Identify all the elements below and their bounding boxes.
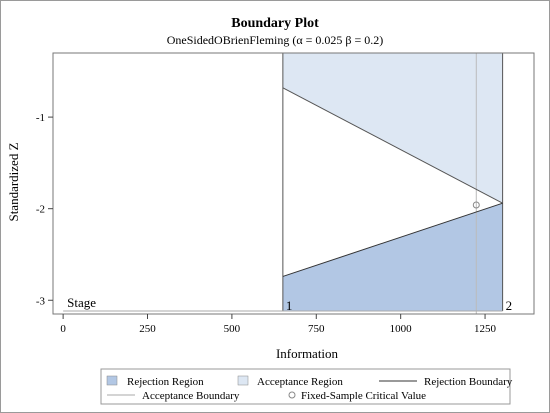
chart-title: Boundary Plot [231, 16, 319, 31]
x-tick-label: 1250 [474, 323, 497, 335]
legend-swatch-2 [237, 375, 249, 386]
legend-label-3: Rejection Boundary [424, 376, 513, 388]
fixed-sample-marker [472, 201, 480, 209]
rejection-region [282, 203, 503, 311]
legend: Rejection Region Acceptance Region Rejecti… [100, 368, 513, 405]
x-tick-label: 500 [224, 323, 241, 335]
acceptance-boundary-line [282, 87, 503, 204]
acceptance-region [282, 53, 503, 204]
plot-area: Stage 1 2 [63, 53, 512, 314]
legend-label-1: Rejection Region [127, 376, 204, 388]
y-tick-label: -1 [36, 112, 45, 124]
plot-frame [52, 52, 535, 315]
x-tick-label: 1000 [390, 323, 413, 335]
y-tick-label: -2 [36, 204, 45, 216]
legend-label-4: Acceptance Boundary [142, 390, 240, 402]
axes: 0 250 500 750 1000 1250 -1 -2 -3 [36, 52, 535, 335]
x-tick-label: 250 [139, 323, 156, 335]
stage-number-1: 1 [286, 298, 293, 313]
legend-box [100, 368, 511, 405]
rejection-boundary-line [282, 202, 503, 277]
y-tick-label: -3 [36, 295, 46, 307]
x-tick-label: 750 [308, 323, 325, 335]
legend-swatch-5 [288, 391, 296, 399]
chart-subtitle: OneSidedOBrienFleming (α = 0.025 β = 0.2… [167, 33, 384, 47]
legend-label-2: Acceptance Region [257, 376, 343, 388]
legend-label-5: Fixed-Sample Critical Value [301, 390, 426, 402]
stage-number-2: 2 [506, 298, 512, 313]
legend-swatch-1 [106, 375, 118, 386]
x-axis-label: Information [276, 346, 339, 361]
y-axis-label: Standardized Z [6, 142, 21, 221]
stage-label: Stage [67, 295, 96, 310]
x-tick-label: 0 [60, 323, 66, 335]
